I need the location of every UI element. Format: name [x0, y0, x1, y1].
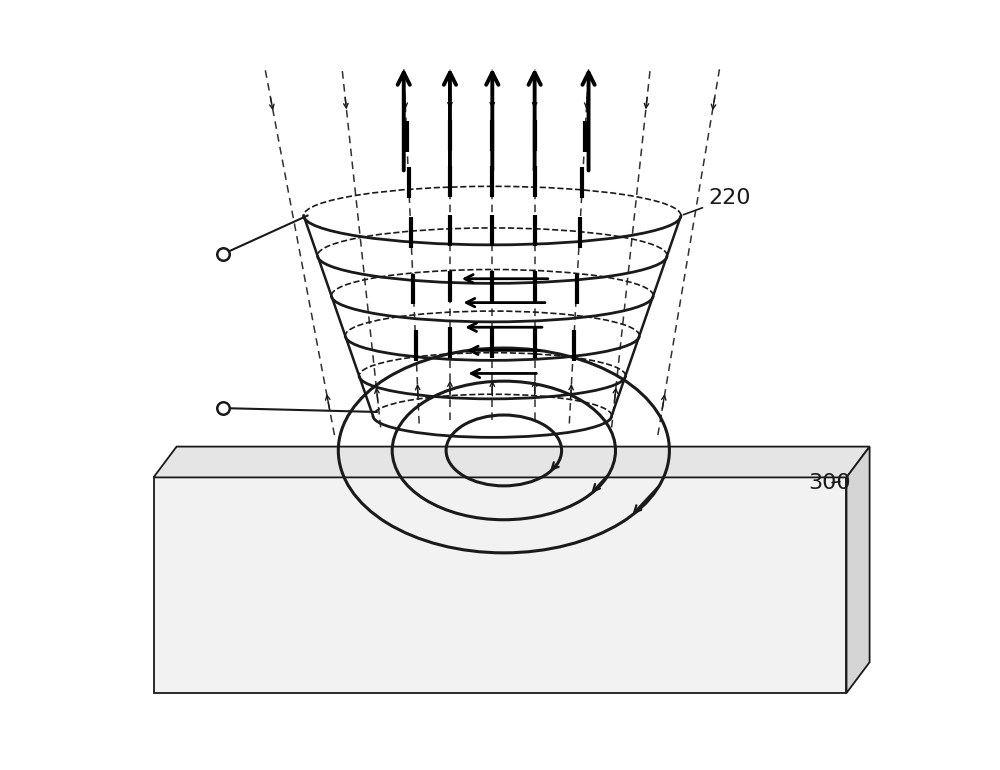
Polygon shape [154, 447, 870, 477]
Text: 300: 300 [808, 473, 851, 493]
Polygon shape [154, 477, 846, 693]
Polygon shape [846, 447, 870, 693]
Text: 220: 220 [684, 188, 750, 215]
